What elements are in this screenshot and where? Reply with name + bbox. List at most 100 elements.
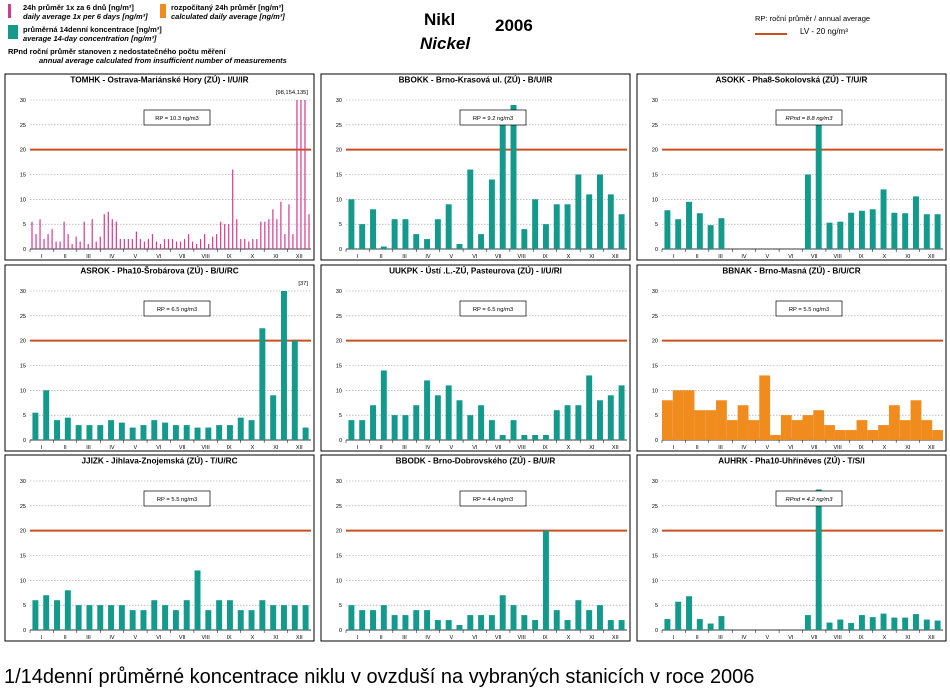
month-label: III	[402, 635, 407, 641]
y-tick-label: 5	[23, 603, 26, 609]
bar	[858, 210, 865, 249]
bar	[204, 234, 206, 249]
month-label: II	[696, 445, 700, 451]
bar	[39, 219, 41, 249]
month-label: XI	[589, 635, 595, 641]
bar	[97, 605, 104, 630]
month-label: V	[766, 445, 770, 451]
bar	[308, 214, 310, 249]
bar	[256, 239, 258, 249]
month-label: X	[567, 635, 571, 641]
bar	[391, 415, 398, 440]
month-label: IV	[109, 635, 115, 641]
y-tick-label: 0	[339, 438, 342, 444]
bar	[187, 234, 190, 249]
bar	[718, 616, 725, 630]
annual-average-box	[143, 300, 211, 317]
bar	[118, 605, 125, 630]
bar	[232, 169, 234, 249]
bar	[200, 239, 202, 249]
bar	[848, 212, 855, 249]
bar	[707, 225, 714, 249]
bar	[826, 222, 833, 249]
bar	[172, 425, 179, 440]
bar	[272, 209, 274, 249]
bar	[553, 204, 560, 249]
bar	[32, 412, 39, 440]
chart-panel: AUHRK - Pha10-Uhříněves (ZÚ) - T/S/I 0 5 10…	[636, 454, 947, 642]
bar	[834, 430, 846, 440]
bar	[43, 595, 50, 630]
bar	[478, 405, 485, 440]
bar	[575, 174, 582, 249]
bar	[913, 196, 919, 249]
bar	[391, 615, 398, 630]
y-tick-label: 25	[20, 123, 26, 129]
month-label: III	[718, 635, 723, 641]
bar	[618, 214, 625, 249]
y-tick-label: 0	[339, 247, 342, 253]
bar	[532, 199, 539, 249]
month-label: XII	[296, 635, 303, 641]
month-label: VI	[788, 254, 794, 260]
bar	[737, 405, 749, 440]
bar	[869, 617, 876, 630]
month-label: III	[402, 254, 407, 260]
month-label: XII	[296, 254, 303, 260]
legend-calc-cz: rozpočítaný 24h průměr [ng/m³]	[171, 3, 284, 12]
bar	[878, 425, 889, 440]
month-label: X	[567, 445, 571, 451]
bar	[54, 600, 60, 630]
chart-frame	[4, 73, 315, 261]
bar	[696, 213, 703, 249]
bar	[597, 400, 603, 440]
month-label: VI	[156, 635, 162, 641]
bar	[281, 291, 287, 440]
bar	[478, 234, 485, 249]
bar	[64, 590, 71, 630]
y-tick-label: 25	[20, 314, 26, 320]
bar	[826, 622, 833, 630]
month-label: XI	[273, 635, 279, 641]
bar	[284, 234, 286, 249]
bar	[270, 605, 277, 630]
bar	[718, 218, 725, 249]
chart-title: ASROK - Pha10-Šrobárova (ZÚ) - B/U/RC	[80, 265, 238, 276]
month-label: X	[251, 635, 255, 641]
chart-panel: JJIZK - Jihlava-Znojemská (ZÚ) - T/U/RC 0…	[4, 454, 315, 642]
month-label: IV	[109, 445, 115, 451]
annual-average-label: RP = 10.3 ng/m3	[155, 116, 199, 122]
bar	[280, 201, 282, 249]
legend-daily-en: daily average 1x per 6 days [ng/m³]	[23, 12, 148, 21]
charts-grid: TOMHK - Ostrava-Mariánské Hory (ZÚ) - I/…	[4, 73, 947, 642]
y-tick-label: 10	[20, 197, 26, 203]
month-label: III	[86, 445, 91, 451]
annual-average-box	[775, 490, 843, 507]
chart-panel: BBNAK - Brno-Masná (ZÚ) - B/U/CR 0 5 10 15 20…	[636, 264, 947, 452]
bar	[248, 610, 255, 630]
bar	[380, 370, 387, 440]
bar	[244, 239, 246, 249]
chart-title: JJIZK - Jihlava-Znojemská (ZÚ) - T/U/RC	[81, 455, 237, 466]
y-tick-label: 30	[336, 289, 342, 295]
annual-average-label: RPnd = 4.2 ng/m3	[786, 497, 834, 503]
bar	[127, 239, 129, 249]
annual-average-box	[459, 300, 527, 317]
y-tick-label: 5	[23, 222, 26, 228]
month-label: XII	[928, 254, 935, 260]
title-year: 2006	[495, 16, 533, 35]
bar	[618, 385, 625, 440]
bar	[302, 605, 309, 630]
bar	[467, 615, 474, 630]
month-label: I	[357, 445, 359, 451]
bar	[63, 221, 65, 249]
legend-biweekly: průměrná 14denní koncentrace [ng/m³] ave…	[23, 25, 162, 43]
bar	[292, 234, 294, 249]
month-label: VI	[788, 635, 794, 641]
y-tick-label: 20	[20, 529, 26, 535]
bar	[97, 425, 104, 440]
month-label: XI	[273, 254, 279, 260]
bar	[208, 244, 210, 249]
bar	[813, 410, 825, 440]
y-tick-label: 30	[20, 98, 26, 104]
